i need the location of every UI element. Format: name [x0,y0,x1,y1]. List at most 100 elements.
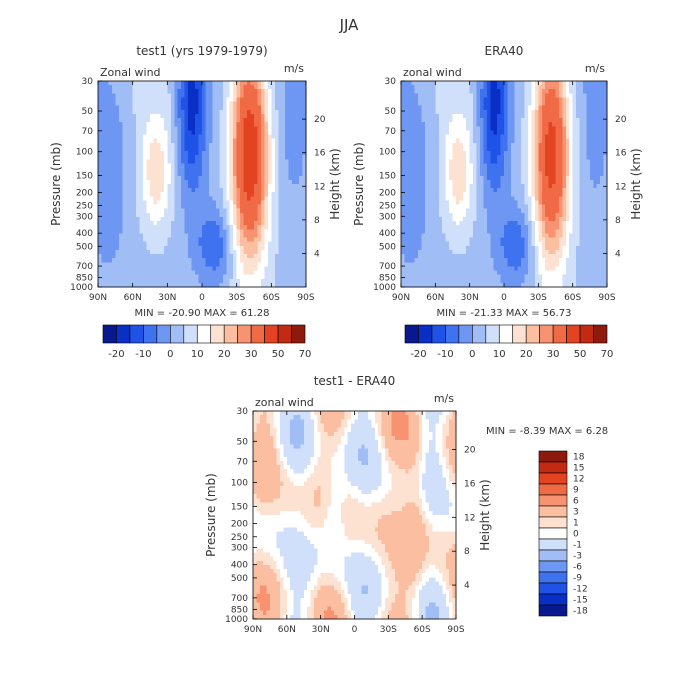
field-cell [541,196,546,202]
field-cell [271,109,276,115]
field-cell [438,159,443,164]
field-cell [226,270,231,276]
field-cell [111,93,116,99]
field-cell [205,245,210,251]
field-cell [222,151,227,156]
field-cell [466,146,471,152]
field-cell [504,188,509,193]
field-cell [421,200,426,206]
field-cell [476,171,481,177]
field-cell [552,130,557,136]
field-cell [497,122,502,127]
field-cell [202,105,207,111]
field-cell [271,138,276,144]
field-cell [510,113,515,119]
field-cell [243,266,248,272]
field-cell [170,204,175,210]
field-cell [191,225,196,230]
field-cell [222,126,227,132]
field-cell [449,134,454,140]
field-cell [98,151,103,156]
field-cell [118,192,123,197]
field-cell [125,109,130,115]
field-cell [136,225,141,230]
field-cell [125,212,130,218]
field-cell [247,221,252,226]
field-cell [202,282,207,288]
field-cell [534,142,539,148]
field-cell [174,237,179,243]
field-cell [260,241,265,247]
field-cell [101,221,106,226]
field-cell [98,93,103,99]
field-cell [184,212,189,218]
field-cell [569,89,574,94]
field-cell [101,274,106,280]
field-cell [250,159,255,164]
field-cell [572,118,577,123]
field-cell [442,97,447,103]
field-cell [153,229,158,235]
field-cell [428,188,433,193]
field-cell [445,85,450,90]
field-cell [118,270,123,276]
field-cell [552,138,557,144]
field-cell [555,134,560,140]
field-cell [146,216,151,222]
field-cell [490,179,495,185]
field-cell [181,109,186,115]
field-cell [160,179,165,185]
field-cell [569,184,574,189]
field-cell [541,113,546,119]
field-cell [555,81,560,86]
field-cell [497,134,502,140]
field-cell [593,200,598,206]
field-cell [431,105,436,111]
field-cell [250,221,255,226]
field-cell [205,109,210,115]
field-cell [586,167,591,173]
field-cell [558,167,563,173]
field-cell [101,126,106,132]
field-cell [545,163,550,169]
field-cell [139,233,144,239]
field-cell [600,113,605,119]
field-cell [555,126,560,132]
field-cell [191,188,196,193]
field-cell [111,138,116,144]
field-cell [136,81,141,86]
field-cell [469,171,474,177]
field-cell [455,155,460,160]
field-cell [115,245,120,251]
field-cell [222,105,227,111]
field-cell [219,184,224,189]
field-cell [404,159,409,164]
field-cell [198,282,203,288]
field-cell [593,130,598,136]
field-cell [407,138,412,144]
field-cell [593,85,598,90]
field-cell [257,109,262,115]
field-cell [104,142,109,148]
field-cell [493,85,498,90]
field-cell [170,278,175,284]
field-cell [425,105,430,111]
field-cell [236,113,241,119]
field-cell [582,167,587,173]
field-cell [500,113,505,119]
field-cell [233,241,238,247]
field-cell [132,196,137,202]
field-cell [260,130,265,136]
field-cell [299,229,304,235]
field-cell [215,262,220,267]
field-cell [264,212,269,218]
field-cell [219,179,224,185]
field-cell [411,109,416,115]
field-cell [589,118,594,123]
field-cell [184,188,189,193]
field-cell [125,167,130,173]
field-cell [236,109,241,115]
field-cell [302,126,307,132]
field-cell [552,200,557,206]
field-cell [215,221,220,226]
